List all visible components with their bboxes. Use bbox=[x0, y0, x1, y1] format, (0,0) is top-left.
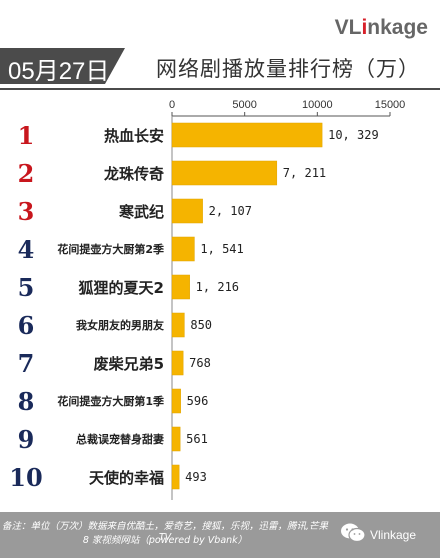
x-tick-label: 5000 bbox=[232, 99, 256, 111]
category-label: 废柴兄弟5 bbox=[94, 355, 164, 373]
value-label: 596 bbox=[187, 394, 209, 408]
value-label: 768 bbox=[189, 356, 211, 370]
value-label: 850 bbox=[190, 318, 212, 332]
value-label: 493 bbox=[185, 470, 207, 484]
category-label: 花间提壶方大厨第2季 bbox=[57, 242, 165, 256]
rank-number: 5 bbox=[18, 273, 35, 302]
rank-number: 10 bbox=[9, 463, 42, 492]
bar bbox=[171, 312, 185, 338]
category-label: 龙珠传奇 bbox=[103, 165, 164, 183]
ranking-bar-chart: 0 5000 10000 15000 1 热血长安 10, 329 2 龙珠传奇 7, 211 3 寒… bbox=[9, 99, 406, 500]
value-label: 1, 216 bbox=[196, 280, 239, 294]
wechat-icon bbox=[341, 523, 366, 543]
rank-number: 4 bbox=[18, 235, 35, 264]
footer-bar bbox=[0, 512, 440, 558]
category-label: 寒武纪 bbox=[119, 203, 164, 221]
vlinkage-logo: VLinkage bbox=[334, 16, 428, 39]
category-label: 我女朋友的男朋友 bbox=[76, 318, 164, 332]
bar bbox=[171, 350, 184, 376]
category-label: 花间提壶方大厨第1季 bbox=[57, 394, 165, 408]
rank-number: 6 bbox=[18, 311, 35, 340]
value-label: 2, 107 bbox=[209, 204, 252, 218]
category-label: 天使的幸福 bbox=[89, 469, 164, 487]
bar bbox=[171, 464, 180, 490]
rank-number: 1 bbox=[18, 121, 35, 150]
rank-number: 2 bbox=[18, 159, 35, 188]
chart-title: 网络剧播放量排行榜（万） bbox=[156, 57, 420, 81]
x-tick-label: 0 bbox=[169, 99, 175, 111]
wechat-label: Vlinkage bbox=[370, 528, 417, 542]
value-label: 561 bbox=[186, 432, 208, 446]
footer-note: 备注：单位（万次）数据来自优酷土，爱奇艺，搜狐，乐视，迅雷，腾讯,芒果 TV bbox=[1, 521, 329, 543]
date-label: 05月27日 bbox=[8, 58, 110, 85]
bar bbox=[171, 160, 278, 186]
bar bbox=[171, 426, 181, 452]
rank-number: 7 bbox=[18, 349, 35, 378]
bar bbox=[171, 388, 181, 414]
value-label: 7, 211 bbox=[283, 166, 326, 180]
x-tick-label: 15000 bbox=[375, 99, 406, 111]
rank-number: 8 bbox=[18, 387, 35, 416]
category-label: 总裁误宠替身甜妻 bbox=[76, 432, 164, 446]
category-label: 狐狸的夏天2 bbox=[79, 279, 164, 297]
header-divider bbox=[0, 88, 440, 90]
bar bbox=[171, 274, 190, 300]
bar bbox=[171, 236, 195, 262]
date-banner bbox=[0, 48, 125, 84]
rank-number: 9 bbox=[18, 425, 35, 454]
x-tick-label: 10000 bbox=[302, 99, 333, 111]
bar bbox=[171, 198, 203, 224]
value-label: 10, 329 bbox=[328, 128, 379, 142]
bar bbox=[171, 122, 323, 148]
value-label: 1, 541 bbox=[200, 242, 243, 256]
rank-number: 3 bbox=[18, 197, 35, 226]
footer-source: 8 家视频网站（powered by Vbank） bbox=[82, 535, 248, 546]
category-label: 热血长安 bbox=[104, 127, 164, 145]
